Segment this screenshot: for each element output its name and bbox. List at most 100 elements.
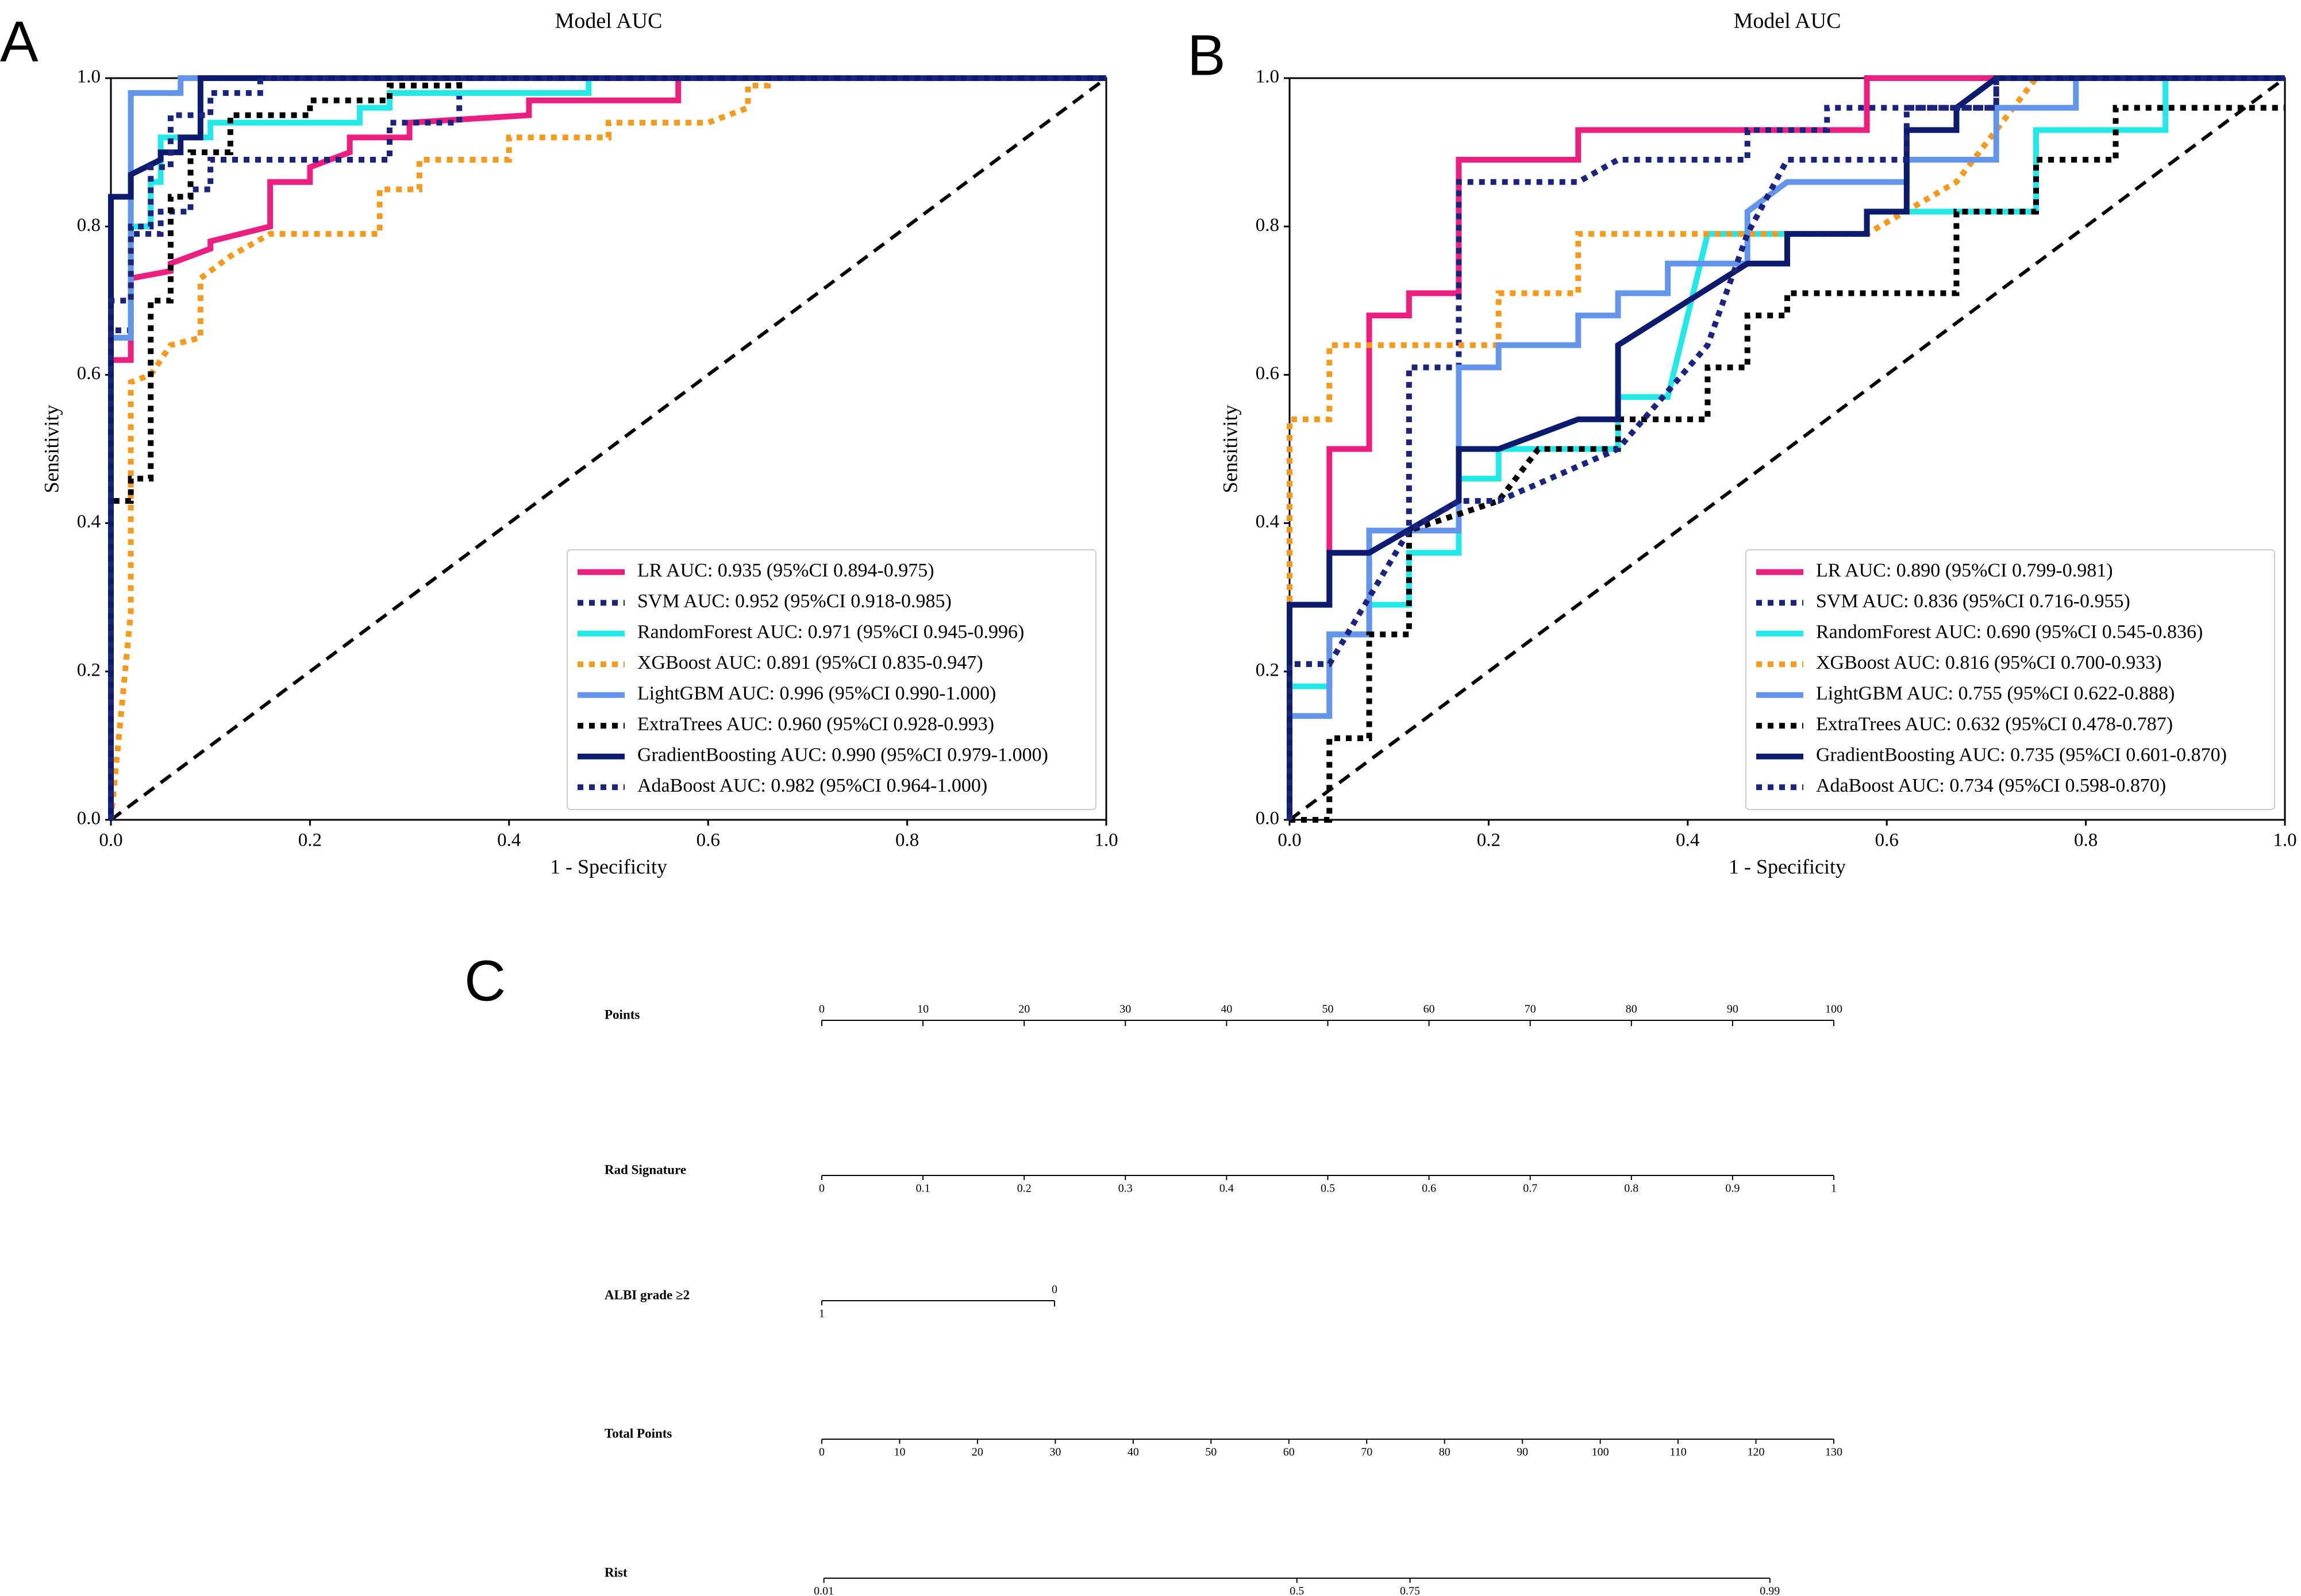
y-tick-label: 0.8 — [1256, 215, 1279, 236]
x-tick-label: 0.8 — [2074, 830, 2098, 851]
legend-label: GradientBoosting AUC: 0.990 (95%CI 0.979… — [637, 745, 1048, 766]
tick-label: 60 — [1283, 1446, 1295, 1459]
tick-label: 0 — [819, 1003, 825, 1016]
tick-label: 0.3 — [1118, 1182, 1133, 1195]
row-label: Points — [605, 1007, 640, 1021]
y-tick-label: 0.2 — [77, 660, 101, 680]
tick-label: 70 — [1525, 1003, 1536, 1016]
tick-label: 30 — [1119, 1003, 1131, 1016]
tick-label: 0.2 — [1017, 1182, 1032, 1195]
chart-title: Model AUC — [1734, 9, 1841, 33]
legend-label: LR AUC: 0.890 (95%CI 0.799-0.981) — [1816, 560, 2113, 581]
row-label: Rad Signature — [605, 1162, 686, 1177]
tick-label: 0.4 — [1219, 1182, 1234, 1195]
tick-label: 100 — [1825, 1003, 1842, 1016]
legend-label: GradientBoosting AUC: 0.735 (95%CI 0.601… — [1816, 745, 2227, 766]
tick-label: 0.99 — [1760, 1585, 1780, 1596]
legend-label: AdaBoost AUC: 0.982 (95%CI 0.964-1.000) — [637, 775, 987, 796]
legend-label: XGBoost AUC: 0.816 (95%CI 0.700-0.933) — [1816, 652, 2162, 673]
roc-curve — [1287, 75, 2285, 820]
y-axis-label: Sensitivity — [1218, 404, 1241, 493]
y-tick-label: 0.8 — [77, 215, 101, 236]
tick-label: 0.1 — [916, 1182, 930, 1195]
x-tick-label: 0.6 — [1875, 830, 1899, 851]
y-tick-label: 0.2 — [1256, 660, 1279, 680]
roc-curve — [108, 75, 1106, 820]
y-tick-label: 0.6 — [1256, 363, 1279, 384]
panel-label: C — [464, 949, 506, 1013]
tick-label: 0.5 — [1290, 1585, 1304, 1596]
tick-label: 20 — [1018, 1003, 1030, 1016]
legend-label: LR AUC: 0.935 (95%CI 0.894-0.975) — [637, 560, 934, 581]
panel-label: B — [1187, 23, 1226, 87]
x-tick-label: 0.2 — [1477, 830, 1500, 851]
tick-label: 120 — [1748, 1446, 1765, 1459]
tick-label: 10 — [894, 1446, 905, 1459]
tick-label: 130 — [1825, 1446, 1842, 1459]
tick-label: 50 — [1322, 1003, 1334, 1016]
tick-label: 110 — [1669, 1446, 1686, 1459]
x-tick-label: 0.6 — [697, 830, 720, 851]
legend-label: LightGBM AUC: 0.996 (95%CI 0.990-1.000) — [637, 683, 996, 704]
reference-line — [1288, 76, 2286, 822]
x-tick-label: 0.4 — [497, 830, 521, 851]
tick-label: 40 — [1128, 1446, 1139, 1459]
panel-label: A — [0, 9, 39, 74]
y-tick-label: 0.4 — [77, 511, 101, 532]
tick-label: 70 — [1361, 1446, 1372, 1459]
y-tick-label: 0.0 — [77, 808, 101, 829]
tick-label: 0.5 — [1321, 1182, 1335, 1195]
tick-label: 100 — [1592, 1446, 1609, 1459]
roc-curve — [108, 75, 1106, 820]
roc-curve — [108, 75, 1106, 820]
x-tick-label: 0.2 — [298, 830, 322, 851]
tick-label: 0 — [819, 1182, 825, 1195]
y-axis-label: Sensitivity — [40, 404, 63, 493]
roc-curve — [1287, 75, 2285, 820]
tick-label: 40 — [1221, 1003, 1232, 1016]
reference-line — [110, 76, 1107, 822]
y-tick-label: 1.0 — [77, 67, 101, 87]
x-tick-label: 1.0 — [1094, 830, 1118, 851]
tick-label: 0 — [819, 1446, 825, 1459]
tick-label: 0.75 — [1400, 1585, 1420, 1596]
x-tick-label: 0.0 — [1278, 830, 1301, 851]
row-label: Rist — [605, 1565, 628, 1579]
tick-label: 80 — [1626, 1003, 1637, 1016]
legend-label: ExtraTrees AUC: 0.632 (95%CI 0.478-0.787… — [1816, 714, 2173, 735]
row-label: ALBI grade ≥2 — [605, 1287, 690, 1302]
legend-label: AdaBoost AUC: 0.734 (95%CI 0.598-0.870) — [1816, 775, 2166, 796]
roc-curve — [1287, 75, 2285, 820]
x-tick-label: 1.0 — [2273, 830, 2296, 851]
row-label: Total Points — [605, 1426, 672, 1440]
legend-box — [567, 549, 1096, 810]
tick-label: 20 — [972, 1446, 983, 1459]
tick-label: 0 — [1052, 1283, 1057, 1296]
legend-label: RandomForest AUC: 0.690 (95%CI 0.545-0.8… — [1816, 622, 2203, 643]
y-tick-label: 0.0 — [1256, 808, 1279, 829]
x-tick-label: 0.8 — [895, 830, 919, 851]
y-tick-label: 1.0 — [1256, 67, 1279, 87]
roc-curve — [1287, 75, 2285, 820]
tick-label: 1 — [1831, 1182, 1837, 1195]
x-tick-label: 0.0 — [99, 830, 122, 851]
tick-label: 60 — [1423, 1003, 1435, 1016]
legend-box — [1745, 549, 2275, 810]
tick-label: 0.8 — [1624, 1182, 1638, 1195]
tick-label: 90 — [1727, 1003, 1738, 1016]
tick-label: 90 — [1517, 1446, 1528, 1459]
tick-label: 0.7 — [1523, 1182, 1537, 1195]
legend-label: LightGBM AUC: 0.755 (95%CI 0.622-0.888) — [1816, 683, 2175, 704]
tick-label: 0.01 — [814, 1585, 834, 1596]
y-tick-label: 0.6 — [77, 363, 101, 384]
tick-label: 80 — [1439, 1446, 1450, 1459]
legend-label: SVM AUC: 0.952 (95%CI 0.918-0.985) — [637, 591, 952, 612]
roc-curve — [1287, 75, 2285, 820]
x-axis-label: 1 - Specificity — [1729, 855, 1846, 878]
legend-label: ExtraTrees AUC: 0.960 (95%CI 0.928-0.993… — [637, 714, 994, 735]
roc-curve — [1290, 105, 2285, 823]
legend-label: SVM AUC: 0.836 (95%CI 0.716-0.955) — [1816, 591, 2130, 612]
roc-curve — [108, 75, 1106, 820]
y-tick-label: 0.4 — [1256, 511, 1279, 532]
